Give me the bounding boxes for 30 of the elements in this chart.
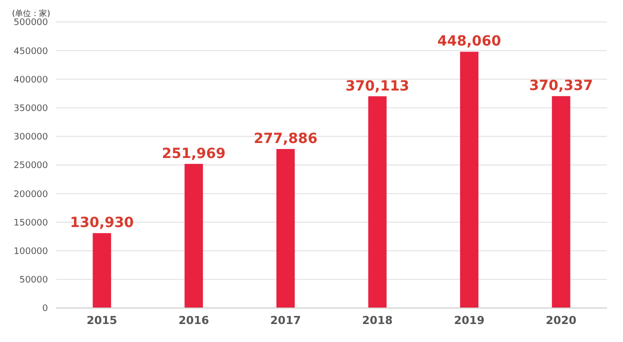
y-tick-label: 100000 (14, 246, 48, 257)
data-label: 370,337 (529, 78, 593, 94)
x-tick-label: 2020 (546, 314, 577, 327)
x-tick-label: 2017 (270, 314, 301, 327)
bar (276, 149, 295, 308)
bar (368, 96, 387, 308)
bar (460, 52, 478, 308)
data-label: 370,113 (346, 78, 410, 94)
y-tick-label: 200000 (14, 190, 48, 200)
x-tick-label: 2015 (86, 314, 118, 327)
data-label: 448,060 (437, 34, 502, 50)
y-tick-label: 350000 (14, 104, 48, 114)
y-tick-label: 150000 (14, 218, 48, 228)
bar (184, 164, 203, 308)
x-tick-label: 2019 (454, 314, 485, 327)
y-tick-label: 250000 (14, 161, 48, 172)
data-label: 277,886 (254, 131, 318, 148)
y-tick-label: 400000 (14, 75, 48, 86)
y-tick-label: 450000 (14, 46, 48, 57)
bar (552, 96, 570, 308)
y-tick-label: 50000 (19, 276, 48, 286)
data-label: 251,969 (162, 146, 226, 162)
y-axis-title: (单位：家) (12, 8, 50, 18)
data-label: 130,930 (70, 215, 134, 232)
x-tick-label: 2016 (178, 314, 210, 327)
x-tick-label: 2018 (362, 314, 393, 327)
y-tick-label: 500000 (14, 18, 48, 28)
bar (92, 233, 112, 308)
y-tick-label: 0 (42, 304, 48, 314)
y-tick-label: 300000 (14, 132, 48, 143)
